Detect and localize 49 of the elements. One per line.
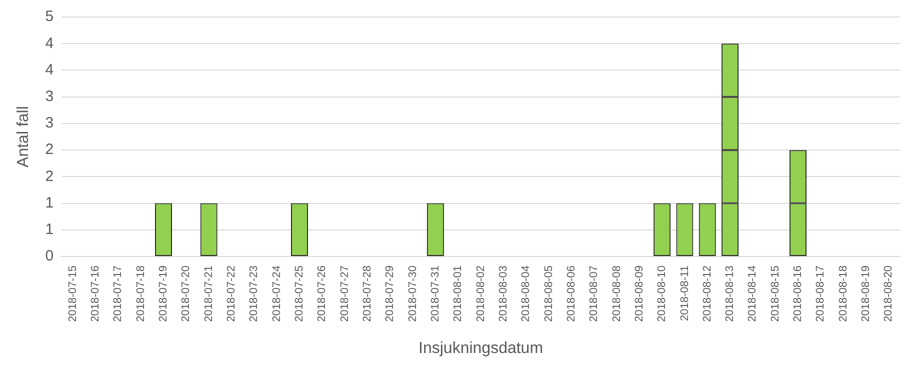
- x-tick-label: 2018-07-29: [384, 266, 396, 322]
- x-tick-label: 2018-07-31: [429, 266, 442, 322]
- x-tick-label: 2018-08-10: [656, 266, 668, 322]
- y-tick-label: 0: [45, 248, 54, 265]
- y-tick-label: 5: [45, 8, 54, 26]
- x-tick-label: 2018-08-04: [520, 266, 532, 322]
- x-tick-label: 2018-07-23: [248, 266, 260, 322]
- x-tick-label: 2018-08-19: [860, 266, 872, 322]
- x-tick-label: 2018-07-15: [66, 266, 79, 322]
- x-tick-label: 2018-08-14: [746, 266, 759, 322]
- x-tick-label: 2018-08-05: [542, 266, 555, 322]
- x-tick-label: 2018-08-20: [882, 266, 895, 322]
- x-tick-label: 2018-07-18: [134, 266, 147, 322]
- x-tick-label: 2018-08-09: [633, 266, 646, 322]
- x-tick-label: 2018-08-03: [497, 266, 510, 322]
- x-tick-label: 2018-07-22: [226, 266, 238, 322]
- y-tick-label: 4: [45, 61, 54, 78]
- y-tick-label: 4: [45, 34, 54, 52]
- x-tick-label: 2018-07-25: [294, 266, 306, 322]
- x-tick-label: 2018-08-17: [814, 266, 827, 322]
- x-tick-label: 2018-07-19: [158, 266, 170, 322]
- y-tick-label: 2: [45, 141, 54, 158]
- x-tick-label: 2018-08-07: [588, 266, 600, 322]
- x-tick-label: 2018-08-13: [724, 266, 736, 322]
- y-tick-label: 1: [45, 221, 54, 238]
- x-tick-label: 2018-07-30: [406, 266, 419, 322]
- x-tick-label: 2018-08-01: [452, 266, 464, 322]
- x-tick-label: 2018-08-06: [565, 266, 578, 322]
- y-axis-title: Antal fall: [15, 106, 32, 168]
- x-tick-label: 2018-08-18: [837, 266, 850, 322]
- x-tick-label: 2018-07-26: [316, 266, 328, 322]
- x-tick-label: 2018-08-12: [701, 266, 714, 322]
- x-tick-label: 2018-07-27: [338, 266, 351, 322]
- x-tick-label: 2018-08-11: [678, 266, 691, 321]
- x-tick-label: 2018-08-16: [792, 266, 804, 322]
- x-tick-label: 2018-07-17: [112, 266, 124, 322]
- x-tick-label: 2018-08-15: [769, 266, 782, 322]
- x-tick-label: 2018-08-08: [610, 266, 623, 322]
- x-tick-label: 2018-07-20: [180, 266, 192, 322]
- x-tick-label: 2018-07-28: [361, 266, 374, 322]
- x-axis-title: Insjukningsdatum: [418, 340, 544, 357]
- y-tick-label: 3: [45, 114, 54, 132]
- y-tick-label: 1: [45, 194, 54, 212]
- x-tick-label: 2018-07-16: [90, 266, 102, 322]
- y-tick-label: 2: [45, 168, 54, 185]
- x-tick-label: 2018-08-02: [474, 266, 487, 322]
- x-tick-label: 2018-07-24: [270, 266, 283, 322]
- x-tick-label: 2018-07-21: [202, 266, 215, 322]
- y-tick-label: 3: [45, 88, 54, 105]
